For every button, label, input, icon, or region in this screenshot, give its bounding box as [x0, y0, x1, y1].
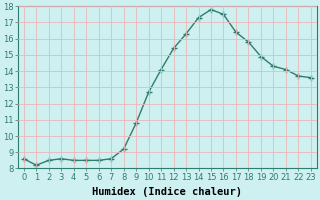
X-axis label: Humidex (Indice chaleur): Humidex (Indice chaleur): [92, 187, 242, 197]
